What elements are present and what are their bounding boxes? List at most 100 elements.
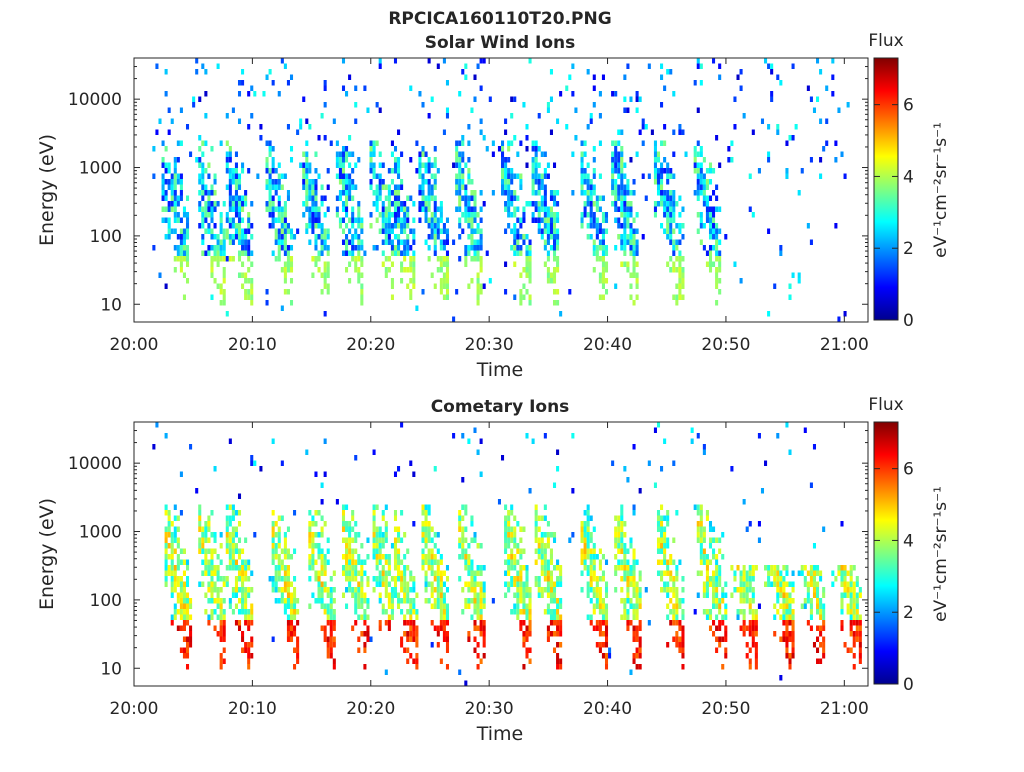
spectrogram-cell (384, 532, 388, 538)
spectrogram-cell (436, 234, 440, 240)
spectrogram-cell (675, 609, 679, 615)
spectrogram-cell (326, 603, 330, 609)
spectrogram-cell (586, 179, 590, 185)
spectrogram-cell (656, 515, 661, 521)
spectrogram-cell (436, 559, 440, 565)
spectrogram-cell (678, 283, 682, 289)
spectrogram-cell (369, 168, 373, 174)
spectrogram-cell (387, 239, 391, 245)
spectrogram-cell (816, 587, 820, 593)
spectrogram-cell (421, 559, 425, 565)
spectrogram-cell (467, 438, 471, 444)
spectrogram-cell (666, 228, 670, 234)
spectrogram-cell (513, 592, 517, 598)
spectrogram-cell (345, 537, 349, 543)
spectrogram-cell (247, 223, 251, 229)
spectrogram-cell (351, 168, 355, 174)
spectrogram-cell (666, 261, 670, 267)
spectrogram-cell (283, 201, 287, 207)
spectrogram-cell (234, 179, 238, 185)
spectrogram-cell (311, 537, 315, 543)
spectrogram-cell (198, 515, 202, 521)
spectrogram-cell (277, 91, 281, 97)
spectrogram-cell (439, 206, 443, 212)
spectrogram-cell (672, 576, 676, 582)
spectrogram-cell (277, 179, 281, 185)
spectrogram-cell (341, 173, 346, 179)
spectrogram-cell (326, 537, 330, 543)
spectrogram-cell (586, 543, 590, 549)
spectrogram-cell (583, 559, 587, 565)
spectrogram-cell (427, 256, 431, 262)
spectrogram-cell (400, 278, 404, 284)
spectrogram-cell (629, 190, 633, 196)
spectrogram-cells (152, 58, 850, 322)
spectrogram-cell (412, 272, 416, 278)
spectrogram-cell (629, 669, 633, 675)
spectrogram-cell (308, 526, 312, 532)
spectrogram-cell (357, 157, 361, 163)
spectrogram-cell (516, 521, 520, 527)
spectrogram-cell (424, 598, 428, 604)
spectrogram-cell (277, 239, 281, 245)
spectrogram-cell (672, 581, 676, 587)
spectrogram-cell (369, 179, 373, 185)
spectrogram-cell (513, 250, 517, 256)
spectrogram-cell (715, 278, 719, 284)
spectrogram-cell (430, 642, 434, 648)
spectrogram-cell (519, 581, 523, 587)
spectrogram-cell (201, 223, 205, 229)
spectrogram-cell (311, 184, 315, 190)
spectrogram-cell (589, 217, 593, 223)
spectrogram-cell (666, 212, 670, 218)
spectrogram-cell (207, 515, 211, 521)
spectrogram-cell (507, 190, 511, 196)
spectrogram-cell (445, 256, 450, 262)
spectrogram-cell (516, 228, 520, 234)
spectrogram-cell (247, 565, 251, 571)
spectrogram-cell (595, 245, 599, 251)
spectrogram-cell (626, 581, 630, 587)
spectrogram-cell (604, 228, 609, 234)
spectrogram-cell (406, 283, 410, 289)
spectrogram-cell (268, 140, 272, 146)
spectrogram-cell (663, 124, 667, 130)
spectrogram-cell (351, 206, 355, 212)
spectrogram-cell (556, 603, 560, 609)
spectrogram-cell (666, 581, 670, 587)
spectrogram-cell (501, 455, 505, 461)
spectrogram-cell (250, 278, 254, 284)
spectrogram-cell (265, 74, 269, 80)
spectrogram-cell (739, 85, 743, 91)
spectrogram-cell (167, 228, 171, 234)
spectrogram-cell (427, 157, 431, 163)
spectrogram-cell (519, 554, 523, 560)
spectrogram-cell (345, 245, 349, 251)
spectrogram-cell (782, 576, 786, 582)
spectrogram-cell (323, 570, 327, 576)
spectrogram-cell (595, 234, 599, 240)
spectrogram-cell (589, 559, 593, 565)
spectrogram-cell (219, 636, 223, 642)
spectrogram-cell (543, 195, 547, 201)
spectrogram-cell (681, 598, 685, 604)
spectrogram-cell (167, 565, 171, 571)
spectrogram-cell (329, 631, 333, 637)
spectrogram-cell (323, 261, 327, 267)
spectrogram-cell (231, 256, 235, 262)
spectrogram-cell (522, 239, 526, 245)
spectrogram-cell (712, 58, 716, 64)
spectrogram-cell (280, 565, 284, 571)
spectrogram-cell (705, 217, 709, 223)
spectrogram-cell (360, 543, 364, 549)
spectrogram-cell (608, 647, 612, 653)
spectrogram-cell (286, 526, 290, 532)
spectrogram-cell (464, 245, 468, 251)
spectrogram-cell (170, 190, 174, 196)
spectrogram-cell (241, 647, 245, 653)
spectrogram-cell (773, 631, 777, 637)
spectrogram-cell (409, 289, 413, 295)
spectrogram-cell (204, 113, 208, 119)
spectrogram-cell (409, 570, 413, 576)
spectrogram-cell (403, 223, 407, 229)
